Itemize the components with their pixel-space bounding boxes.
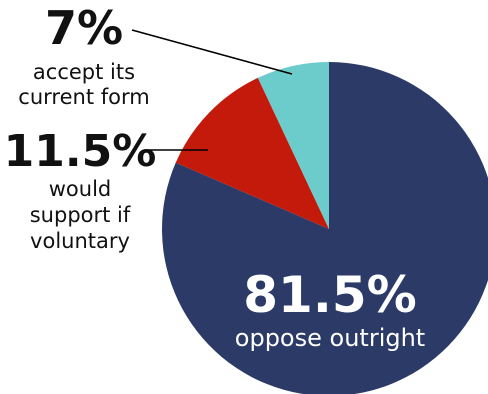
label-11-5-desc-line2: support if <box>30 203 131 227</box>
label-7-desc-line2: current form <box>18 85 149 109</box>
slice-accept-current-form <box>257 62 329 229</box>
slice-support-if-voluntary <box>175 77 329 229</box>
label-11-5-desc-line3: voluntary <box>30 229 130 253</box>
label-7-desc-line1: accept its <box>33 60 135 84</box>
label-7-percent: 7% <box>45 1 123 55</box>
label-81-5-desc: oppose outright <box>235 324 425 352</box>
label-11-5-percent: 11.5% <box>4 126 157 177</box>
pie-slices <box>162 62 488 394</box>
slice-oppose-outright <box>162 62 488 394</box>
leader-line-7 <box>131 29 293 75</box>
label-11-5-desc-line1: would <box>49 177 112 201</box>
label-81-5-percent: 81.5% <box>243 266 416 324</box>
